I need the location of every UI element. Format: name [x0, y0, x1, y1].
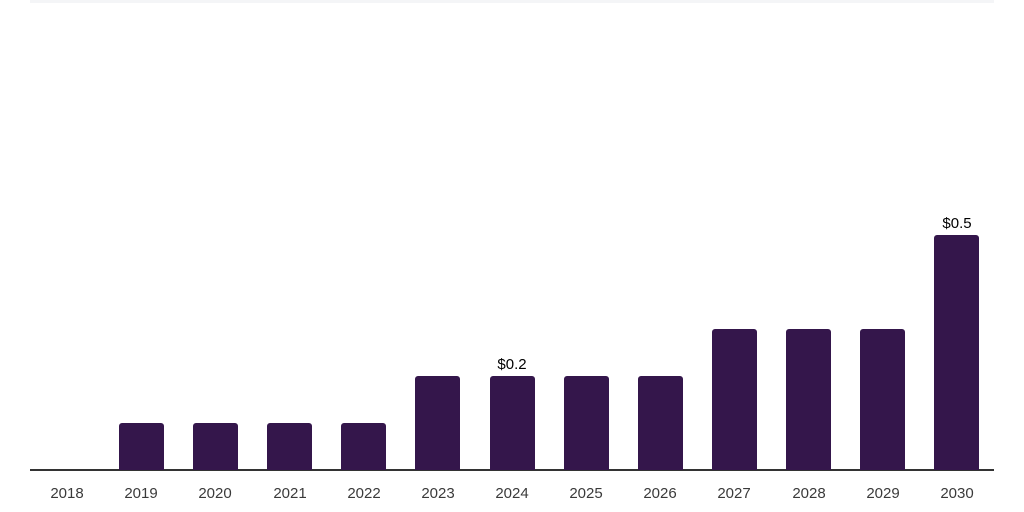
bar-2025	[564, 376, 609, 470]
x-tick-2022: 2022	[347, 485, 381, 502]
x-tick-2018: 2018	[50, 485, 84, 502]
x-tick-2021: 2021	[273, 485, 307, 502]
x-axis-line	[30, 469, 994, 471]
x-tick-2024: 2024	[495, 485, 529, 502]
bar-2028	[786, 329, 831, 470]
data-label-2030: $0.5	[942, 215, 972, 232]
bar-2020	[193, 423, 238, 470]
x-tick-2025: 2025	[569, 485, 603, 502]
x-tick-2020: 2020	[198, 485, 232, 502]
x-tick-2028: 2028	[792, 485, 826, 502]
x-tick-2030: 2030	[940, 485, 974, 502]
bar-2030	[934, 235, 979, 470]
bar-2021	[267, 423, 312, 470]
bar-2029	[860, 329, 905, 470]
bar-2023	[415, 376, 460, 470]
plot-top-divider	[30, 0, 994, 3]
x-tick-2027: 2027	[717, 485, 751, 502]
x-tick-2019: 2019	[124, 485, 158, 502]
bar-2027	[712, 329, 757, 470]
x-tick-2026: 2026	[643, 485, 677, 502]
bar-2022	[341, 423, 386, 470]
bar-2019	[119, 423, 164, 470]
x-tick-2029: 2029	[866, 485, 900, 502]
x-tick-2023: 2023	[421, 485, 455, 502]
data-label-2024: $0.2	[497, 356, 527, 373]
bar-2026	[638, 376, 683, 470]
bar-2024	[490, 376, 535, 470]
